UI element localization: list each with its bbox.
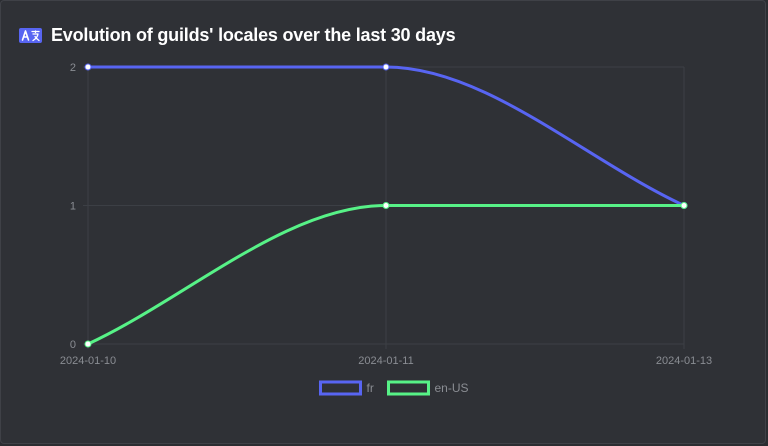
legend-label-fr: fr	[367, 381, 374, 395]
chart-title: Evolution of guilds' locales over the la…	[51, 25, 456, 45]
legend-item-fr[interactable]: fr	[319, 380, 374, 396]
legend-item-en-us[interactable]: en-US	[387, 380, 469, 396]
data-point-fr	[382, 63, 390, 71]
x-tick-label: 2024-01-11	[358, 355, 413, 367]
y-tick-label: 0	[70, 339, 76, 351]
x-tick-label: 2024-01-10	[60, 355, 116, 367]
y-tick-label: 1	[70, 201, 76, 213]
data-point-en-us	[680, 202, 688, 209]
legend-label-en-us: en-US	[435, 381, 469, 395]
chart-grid	[83, 66, 685, 349]
x-tick-label: 2024-01-13	[656, 355, 712, 367]
data-point-en-us	[382, 202, 390, 209]
legend-swatch-en-us	[387, 380, 430, 396]
chart-ticks: 0 1 2 2024-01-10 2024-01-11 2024-01-13	[60, 62, 712, 367]
chart-series	[84, 63, 688, 348]
data-point-en-us	[84, 340, 92, 348]
data-point-fr	[84, 63, 92, 71]
chart-legend[interactable]: fr en-US	[319, 380, 469, 396]
y-tick-label: 2	[70, 62, 76, 74]
legend-swatch-fr	[319, 380, 362, 396]
translate-icon	[19, 27, 43, 45]
chart-header: Evolution of guilds' locales over the la…	[19, 25, 456, 46]
